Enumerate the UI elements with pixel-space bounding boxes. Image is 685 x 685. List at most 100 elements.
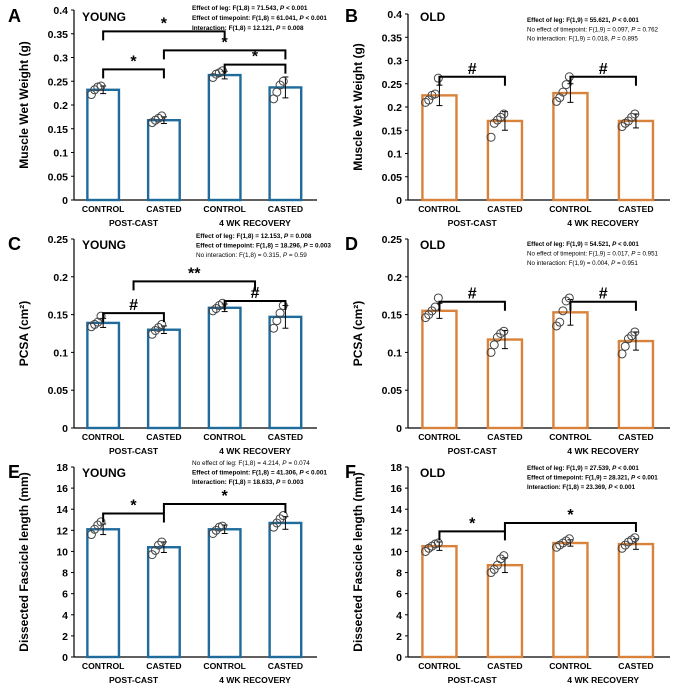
category-label: CASTED [146,204,181,214]
data-point [150,325,160,335]
y-tick-label: 0.25 [48,76,69,88]
panel-letter: E [8,462,20,482]
bar [617,542,655,659]
bar [207,73,242,202]
y-tick-label: 0.2 [53,272,68,284]
data-point [272,316,282,326]
stat-p: P [631,475,636,482]
bar [268,86,303,202]
stat-line: Effect of timepoint: F(1,8) = 18.296, P … [196,243,331,250]
stat-line: Effect of leg: F(1,9) = 27.539, P < 0.00… [527,465,639,472]
bar [617,119,655,202]
bar [486,119,524,202]
category-label: CONTROL [82,661,125,671]
data-point [564,534,574,544]
y-axis-title: Dissected Fascicle length (mm) [351,472,365,651]
stat-value: < 0.001 [304,15,328,22]
y-tick-label: 0.15 [48,310,69,322]
y-tick-label: 0.3 [387,56,402,68]
stat-text: No interaction: F(1,9) = 0.018, [527,36,611,43]
data-point [211,525,221,535]
data-point [486,347,496,357]
y-tick-label: 0.05 [382,385,403,397]
stat-p: P [282,460,287,467]
y-tick-label: 0.1 [387,347,402,359]
bar [421,94,458,202]
data-point [86,90,96,100]
stat-p: P [611,36,616,43]
significance-mark: # [129,297,138,314]
data-point [86,530,96,540]
data-point [275,514,285,524]
category-label: CONTROL [418,432,461,442]
data-point [499,551,509,561]
data-point [617,122,627,132]
stat-text: No interaction: F(1,9) = 0.004, [527,260,611,267]
stat-line: Interaction: F(1,8) = 18.633, P = 0.003 [192,479,304,486]
group-axis-label: 4 WK RECOVERY [219,675,291,685]
y-tick-label: 12 [56,525,68,537]
data-point [558,306,568,316]
stat-value: < 0.001 [612,484,635,491]
y-tick-label: 0.35 [382,32,403,44]
data-point [157,111,167,121]
panel-letter: D [345,234,358,254]
stat-line: Effect of leg: F(1,9) = 55.621, P < 0.00… [527,17,639,24]
stat-p: P [612,241,617,248]
category-label: CASTED [618,432,653,442]
stat-text: Effect of timepoint: F(1,8) = 41.306, [192,470,299,477]
significance-bracket [569,300,637,311]
stat-text: Interaction: F(1,8) = 18.633, [192,479,276,486]
category-label: CONTROL [203,661,246,671]
data-point [154,322,164,332]
y-axis-title: Muscle Wet Weight (g) [351,43,365,171]
stat-value: < 0.001 [304,470,328,477]
bar [421,544,458,659]
stat-text: Effect of timepoint: F(1,8) = 61.041, [192,15,299,22]
y-tick-label: 0.2 [387,102,402,114]
stat-p: P [611,260,616,267]
panel-letter: C [8,234,21,254]
stat-text: Effect of leg: F(1,9) = 54.521, [527,241,612,248]
y-axis-title: PCSA (cm²) [17,301,31,367]
stat-text: Effect of leg: F(1,8) = 71.543, [192,5,280,12]
data-point [157,537,167,547]
significance-bracket [503,521,637,532]
y-tick-label: 0.2 [53,100,68,112]
y-tick-label: 8 [396,568,402,580]
stat-value: = 0.003 [308,243,332,250]
bar [268,315,303,430]
category-label: CASTED [146,432,181,442]
significance-mark: * [222,488,229,505]
y-tick-label: 16 [390,483,402,495]
stat-line: Effect of leg: F(1,8) = 12.153, P = 0.00… [196,233,312,240]
y-tick-label: 0.15 [382,125,403,137]
stat-p: P [299,470,304,477]
data-point [558,87,568,97]
stat-line: Effect of timepoint: F(1,8) = 41.306, P … [192,470,327,477]
y-tick-label: 0.25 [382,79,403,91]
stat-line: No interaction: F(1,8) = 0.315, P = 0.59 [196,252,307,259]
y-axis-title: Muscle Wet Weight (g) [17,41,31,169]
stat-p: P [276,25,281,32]
significance-mark: * [130,53,137,70]
bar [146,328,181,430]
significance-mark: # [251,285,260,302]
y-tick-label: 0 [396,652,402,664]
stat-value: < 0.001 [284,5,308,12]
data-point [96,81,106,91]
category-label: CONTROL [418,661,461,671]
y-tick-label: 4 [62,610,68,622]
y-tick-label: 8 [62,568,68,580]
y-tick-label: 0.35 [48,29,69,41]
group-axis-label: POST-CAST [448,446,498,456]
group-axis-label: 4 WK RECOVERY [219,446,291,456]
panel-f: F OLD Dissected Fascicle length (mm) 0 2 4 6 8 1… [345,462,670,685]
stat-value: = 0.951 [635,251,658,258]
y-tick-label: 18 [390,462,402,474]
group-axis-label: 4 WK RECOVERY [567,218,639,228]
y-tick-label: 16 [56,483,68,495]
data-point [617,349,627,359]
data-point [430,89,440,99]
data-point [496,554,506,564]
